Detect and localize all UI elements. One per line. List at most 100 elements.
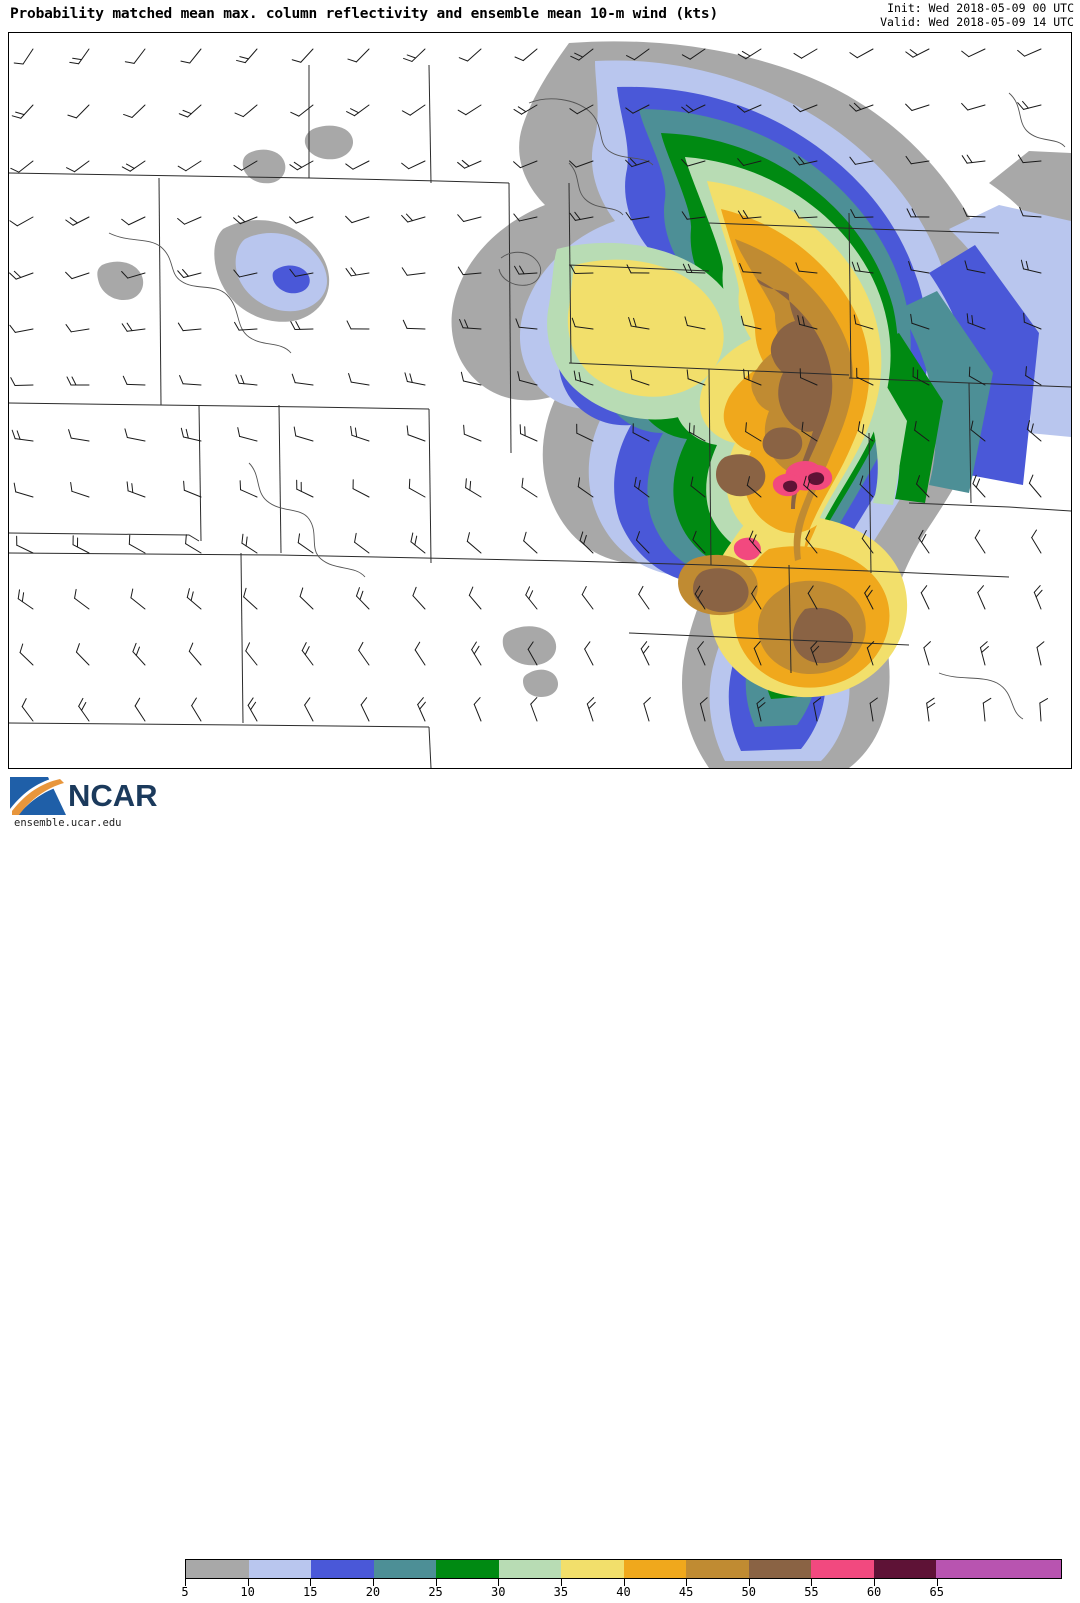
wind-barb xyxy=(570,48,594,61)
wind-barb xyxy=(515,318,538,330)
wind-barb xyxy=(966,313,986,330)
colorbar-swatch xyxy=(936,1560,999,1578)
wind-barb xyxy=(67,104,90,119)
wind-barb xyxy=(740,315,762,330)
wind-barb xyxy=(178,104,202,118)
wind-barb xyxy=(638,585,650,610)
wind-barb xyxy=(853,314,874,330)
wind-barb xyxy=(69,48,90,65)
wind-barb xyxy=(688,422,706,442)
wind-barb xyxy=(756,697,766,722)
wind-barb xyxy=(66,160,90,173)
wind-barb xyxy=(517,371,538,386)
wind-barb xyxy=(1017,48,1042,57)
wind-barb xyxy=(296,479,314,498)
wind-barb xyxy=(630,369,650,386)
wind-barb xyxy=(301,642,314,666)
wind-barb xyxy=(458,48,482,62)
forecast-timestamps: Init: Wed 2018-05-09 00 UTC Valid: Wed 2… xyxy=(880,1,1074,29)
colorbar-tick-label: 15 xyxy=(303,1585,318,1599)
wind-barb xyxy=(460,371,482,386)
wind-barb xyxy=(9,270,34,280)
wind-barb xyxy=(634,476,650,498)
wind-barb xyxy=(1019,206,1042,218)
wind-barb xyxy=(465,478,482,498)
colorbar-swatch xyxy=(748,1560,811,1578)
wind-barb xyxy=(628,317,650,330)
wind-barb xyxy=(962,207,986,218)
wind-barb xyxy=(571,317,594,330)
wind-barb xyxy=(625,211,650,221)
wind-barb xyxy=(70,481,90,498)
wind-barb xyxy=(236,48,258,64)
wind-barb xyxy=(13,48,34,65)
wind-barb xyxy=(684,316,706,330)
wind-barb xyxy=(468,586,482,610)
wind-barb xyxy=(457,159,482,169)
wind-barb xyxy=(584,641,594,666)
wind-barb xyxy=(290,321,314,331)
wind-barb xyxy=(233,160,258,171)
page-title: Probability matched mean max. column ref… xyxy=(10,6,718,22)
colorbar-tick-label: 40 xyxy=(616,1585,631,1599)
wind-barb xyxy=(640,641,650,666)
wind-barb xyxy=(920,585,930,610)
hydrography xyxy=(108,92,1066,720)
wind-barb xyxy=(457,104,482,116)
wind-barb xyxy=(793,48,818,59)
wind-barb xyxy=(699,697,708,722)
wind-barb xyxy=(401,160,426,170)
wind-barb xyxy=(869,697,878,722)
wind-barb xyxy=(10,377,34,387)
wind-barb xyxy=(527,641,538,666)
map-panel[interactable] xyxy=(8,32,1072,769)
ncar-logo[interactable]: NCAR ensemble.ucar.edu xyxy=(6,774,174,832)
wind-barb xyxy=(233,215,258,225)
wind-barb xyxy=(905,155,930,165)
ncar-wordmark: NCAR xyxy=(68,778,158,813)
wind-barb xyxy=(350,425,370,442)
wind-barb xyxy=(247,697,258,722)
colorbar-tick-label: 20 xyxy=(365,1585,381,1599)
ncar-logo-mark xyxy=(10,777,66,815)
colorbar-swatch xyxy=(311,1560,374,1578)
reflectivity-map[interactable] xyxy=(9,33,1071,768)
wind-barb xyxy=(968,366,986,386)
wind-barb xyxy=(906,208,930,218)
init-time: Init: Wed 2018-05-09 00 UTC xyxy=(887,1,1074,15)
wind-barb xyxy=(1023,312,1042,330)
wind-barb xyxy=(961,154,986,164)
wind-barb xyxy=(414,641,426,666)
wind-barb xyxy=(793,156,818,166)
wind-barb xyxy=(233,269,258,278)
wind-barb xyxy=(912,367,930,386)
wind-barb xyxy=(1036,641,1045,666)
colorbar-swatch xyxy=(436,1560,499,1578)
wind-barb xyxy=(810,641,820,666)
wind-barb xyxy=(123,104,146,118)
wind-barb xyxy=(177,160,202,172)
wind-barb xyxy=(354,532,370,554)
wind-barb xyxy=(241,533,258,554)
wind-barb-field xyxy=(9,48,1049,722)
colorbar-swatch xyxy=(498,1560,561,1578)
colorbar-tick-label: 30 xyxy=(490,1585,506,1599)
ncar-url: ensemble.ucar.edu xyxy=(14,817,122,829)
wind-barb xyxy=(569,211,594,221)
wind-barb xyxy=(417,697,426,722)
wind-barb xyxy=(681,158,706,167)
wind-barb xyxy=(13,482,34,498)
wind-barb xyxy=(514,265,538,275)
wind-barb xyxy=(75,643,90,666)
wind-barb xyxy=(235,374,258,386)
wind-barb xyxy=(121,160,146,172)
wind-barb xyxy=(347,48,370,63)
wind-barb xyxy=(239,480,258,498)
wind-barb xyxy=(795,262,818,274)
colorbar-tick-label: 45 xyxy=(678,1585,694,1599)
wind-barb xyxy=(745,422,762,442)
wind-barb xyxy=(857,421,874,442)
reflectivity-colorbar[interactable] xyxy=(185,1559,1062,1579)
wind-barb xyxy=(573,370,594,386)
wind-barb xyxy=(797,315,818,330)
